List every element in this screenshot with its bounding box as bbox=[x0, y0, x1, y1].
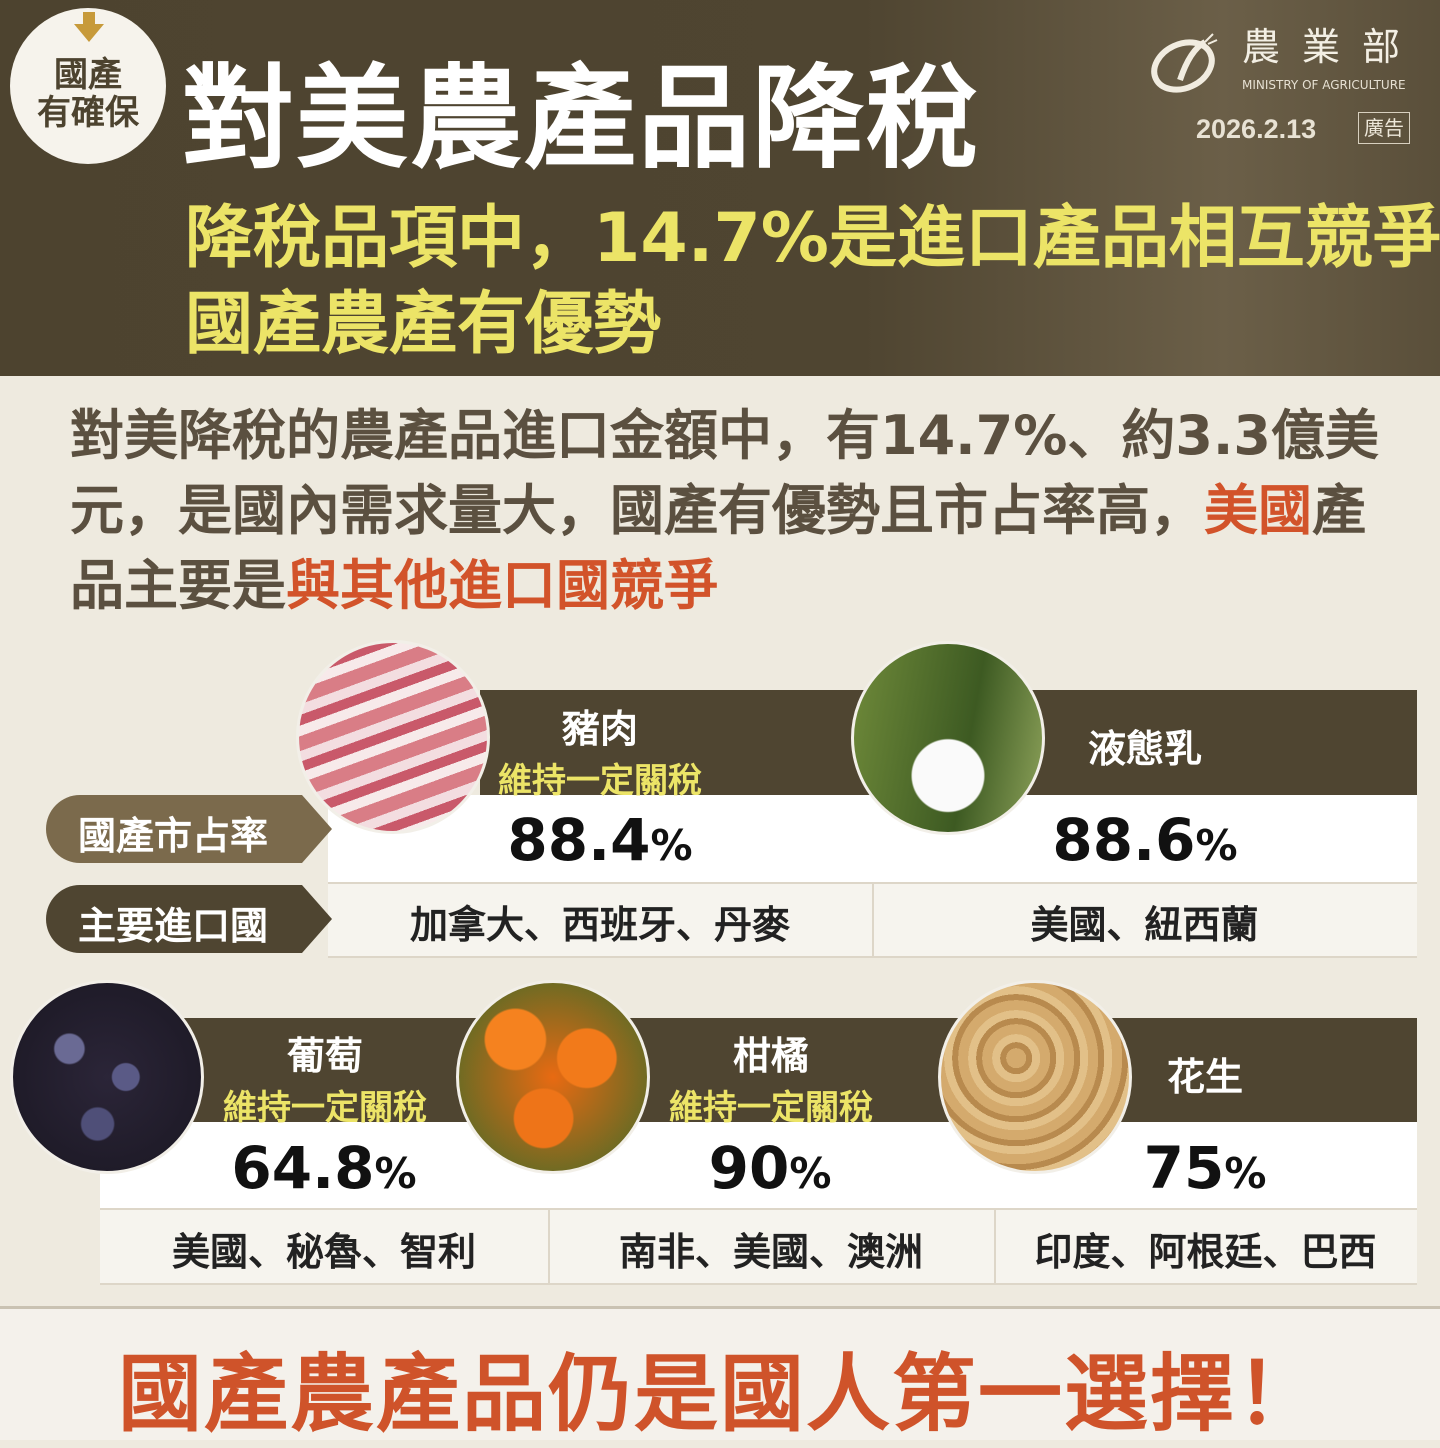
badge-line-2: 有確保 bbox=[37, 93, 139, 133]
intro-paragraph: 對美降稅的農產品進口金額中，有14.7%、約3.3億美元，是國內需求量大，國產有… bbox=[70, 398, 1400, 623]
product-grapes: 葡萄 維持一定關稅 bbox=[210, 1025, 440, 1129]
peanuts-image bbox=[938, 980, 1132, 1174]
oranges-image bbox=[456, 980, 650, 1174]
importers-value: 南非、美國、澳洲 bbox=[618, 1230, 923, 1274]
product-milk: 液態乳 bbox=[1060, 718, 1230, 773]
subtitle-line-1: 降稅品項中，14.7%是進口產品相互競爭 bbox=[185, 199, 1440, 278]
tariff-note: 維持一定關稅 bbox=[669, 1088, 873, 1128]
badge: 國產 有確保 bbox=[10, 8, 166, 164]
divider bbox=[872, 882, 874, 958]
date: 2026.2.13 bbox=[1196, 114, 1317, 144]
intro-highlight-1: 美國 bbox=[1204, 479, 1312, 542]
milk-image bbox=[851, 641, 1045, 835]
product-name: 豬肉 bbox=[561, 707, 638, 751]
importers-value: 加拿大、西班牙、丹麥 bbox=[409, 903, 790, 947]
product-name: 花生 bbox=[1166, 1055, 1243, 1099]
row1-share-row bbox=[328, 795, 1417, 882]
ministry-logo-icon bbox=[1151, 33, 1218, 93]
ad-label: 廣告 bbox=[1358, 112, 1410, 144]
down-arrow-icon bbox=[74, 12, 104, 42]
grapes-image bbox=[10, 980, 204, 1174]
badge-line-1: 國產 bbox=[54, 55, 122, 95]
header-banner bbox=[0, 0, 1440, 376]
product-peanuts: 花生 bbox=[1120, 1046, 1290, 1101]
logo-chinese-text: 農業部 bbox=[1242, 25, 1423, 69]
tariff-note: 維持一定關稅 bbox=[498, 761, 702, 801]
share-value: 88.4% bbox=[507, 806, 693, 874]
subtitle-line-2: 國產農產有優勢 bbox=[185, 285, 662, 364]
pork-image bbox=[296, 640, 490, 834]
intro-highlight-2: 與其他進口國競爭 bbox=[286, 554, 718, 617]
product-name: 柑橘 bbox=[732, 1034, 809, 1078]
intro-text-2: 產品主要是 bbox=[70, 479, 1366, 617]
share-value: 90% bbox=[708, 1134, 832, 1202]
share-value: 75% bbox=[1143, 1134, 1267, 1202]
share-value: 88.6% bbox=[1052, 806, 1238, 874]
share-value: 64.8% bbox=[231, 1134, 417, 1202]
row2-header-band bbox=[100, 1018, 1417, 1122]
product-oranges: 柑橘 維持一定關稅 bbox=[656, 1025, 886, 1129]
product-name: 葡萄 bbox=[286, 1034, 363, 1078]
label-importers: 主要進口國 bbox=[46, 885, 332, 953]
importers-value: 印度、阿根廷、巴西 bbox=[1034, 1230, 1377, 1274]
divider bbox=[994, 1208, 996, 1285]
tariff-note: 維持一定關稅 bbox=[223, 1088, 427, 1128]
page-title: 對美農產品降稅 bbox=[182, 54, 980, 184]
row2-country-row bbox=[100, 1208, 1417, 1285]
logo-english-text: MINISTRY OF AGRICULTURE bbox=[1242, 78, 1406, 92]
row2-share-row bbox=[100, 1122, 1417, 1208]
footer-slogan: 國產農產品仍是國人第一選擇！ bbox=[0, 1306, 1440, 1443]
importers-value: 美國、秘魯、智利 bbox=[171, 1230, 476, 1274]
importers-value: 美國、紐西蘭 bbox=[1030, 903, 1259, 947]
label-share: 國產市占率 bbox=[46, 795, 332, 863]
product-pork: 豬肉 維持一定關稅 bbox=[480, 698, 720, 802]
intro-text: 對美降稅的農產品進口金額中，有14.7%、約3.3億美元，是國內需求量大，國產有… bbox=[70, 404, 1379, 542]
product-name: 液態乳 bbox=[1087, 727, 1202, 771]
divider bbox=[548, 1208, 550, 1285]
